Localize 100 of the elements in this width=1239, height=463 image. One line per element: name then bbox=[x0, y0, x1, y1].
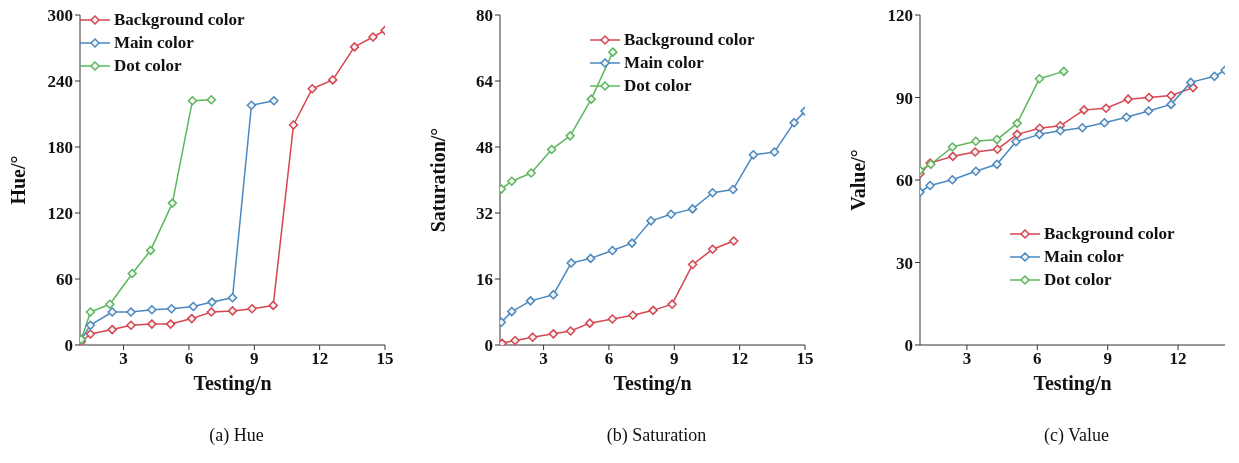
x-tick-label: 12 bbox=[311, 349, 329, 369]
y-tick-label: 0 bbox=[904, 336, 913, 356]
point bbox=[1101, 103, 1111, 113]
point bbox=[527, 332, 538, 342]
y-tick-label: 80 bbox=[476, 6, 493, 26]
point bbox=[207, 297, 217, 307]
point bbox=[1079, 105, 1089, 115]
point bbox=[288, 120, 299, 130]
x-tick-label: 15 bbox=[376, 349, 394, 369]
point bbox=[628, 310, 638, 321]
point bbox=[992, 134, 1002, 145]
point bbox=[1055, 126, 1066, 136]
point bbox=[748, 150, 759, 160]
y-tick-label: 60 bbox=[56, 270, 73, 290]
point bbox=[187, 313, 197, 324]
point bbox=[607, 245, 618, 256]
y-tick-label: 300 bbox=[47, 6, 73, 26]
point bbox=[349, 42, 360, 52]
y-tick-label: 120 bbox=[47, 204, 73, 224]
point bbox=[1123, 94, 1133, 104]
point bbox=[269, 96, 279, 106]
legend-label: Background color bbox=[114, 9, 245, 30]
point bbox=[1099, 118, 1110, 128]
x-tick-label: 6 bbox=[1033, 349, 1042, 369]
point bbox=[246, 100, 257, 110]
point bbox=[565, 326, 576, 336]
point bbox=[666, 209, 676, 219]
point bbox=[1059, 66, 1069, 77]
point bbox=[107, 307, 117, 317]
point bbox=[1166, 90, 1176, 101]
point bbox=[307, 83, 317, 94]
point bbox=[368, 32, 378, 42]
point bbox=[607, 314, 618, 324]
point bbox=[1209, 71, 1220, 82]
point bbox=[1012, 129, 1022, 140]
point bbox=[548, 329, 559, 339]
y-tick-label: 0 bbox=[484, 336, 493, 356]
point bbox=[1143, 106, 1154, 116]
legend-label: Dot color bbox=[624, 75, 692, 96]
point bbox=[789, 117, 799, 128]
point bbox=[85, 307, 96, 317]
point bbox=[1186, 77, 1196, 88]
point bbox=[566, 258, 576, 268]
x-tick-label: 6 bbox=[604, 349, 614, 369]
point bbox=[105, 299, 115, 310]
point bbox=[971, 136, 981, 146]
y-tick-label: 64 bbox=[476, 72, 494, 92]
x-tick-label: 3 bbox=[539, 349, 548, 369]
y-tick-label: 60 bbox=[896, 171, 913, 191]
y-tick-label: 48 bbox=[476, 138, 493, 158]
legend-label: Background color bbox=[1044, 223, 1175, 244]
y-tick-label: 180 bbox=[47, 138, 73, 158]
legend-label: Main color bbox=[624, 52, 704, 73]
point bbox=[510, 335, 520, 345]
point bbox=[227, 292, 238, 303]
point bbox=[166, 303, 177, 314]
point bbox=[107, 324, 117, 335]
point bbox=[187, 96, 198, 106]
point bbox=[507, 306, 517, 317]
legend-label: Background color bbox=[624, 29, 755, 50]
x-tick-label: 3 bbox=[962, 349, 972, 369]
point bbox=[147, 305, 157, 315]
point bbox=[165, 319, 176, 329]
point bbox=[992, 159, 1002, 170]
point bbox=[85, 329, 96, 339]
point bbox=[1144, 92, 1154, 103]
point bbox=[227, 306, 238, 316]
x-axis-title: Testing/n bbox=[193, 372, 272, 395]
legend-label: Dot color bbox=[1044, 269, 1112, 290]
point bbox=[947, 142, 958, 152]
point bbox=[585, 253, 596, 264]
point bbox=[947, 174, 958, 185]
x-tick-label: 15 bbox=[796, 349, 814, 369]
point bbox=[707, 188, 718, 198]
x-tick-label: 9 bbox=[250, 349, 259, 369]
text: (b) Saturation bbox=[605, 425, 708, 446]
point bbox=[769, 147, 780, 157]
point bbox=[206, 94, 217, 105]
point bbox=[247, 303, 257, 314]
point bbox=[586, 94, 597, 104]
text: (c) Value bbox=[1042, 425, 1111, 446]
y-tick-label: 90 bbox=[896, 88, 913, 108]
point bbox=[126, 320, 136, 330]
point bbox=[127, 268, 138, 279]
x-axis-title: Testing/n bbox=[613, 372, 692, 395]
point bbox=[608, 47, 618, 57]
point bbox=[585, 318, 595, 328]
y-tick-label: 240 bbox=[47, 72, 73, 92]
point bbox=[970, 147, 980, 157]
point bbox=[1166, 99, 1176, 110]
point bbox=[646, 216, 656, 226]
point bbox=[1034, 74, 1045, 84]
point bbox=[147, 319, 157, 329]
point bbox=[85, 320, 96, 330]
point bbox=[548, 289, 559, 300]
point bbox=[1034, 129, 1045, 140]
y-tick-label: 32 bbox=[476, 204, 493, 224]
point bbox=[268, 300, 278, 311]
point bbox=[565, 131, 575, 141]
y-axis-title: Saturation/° bbox=[427, 127, 450, 233]
